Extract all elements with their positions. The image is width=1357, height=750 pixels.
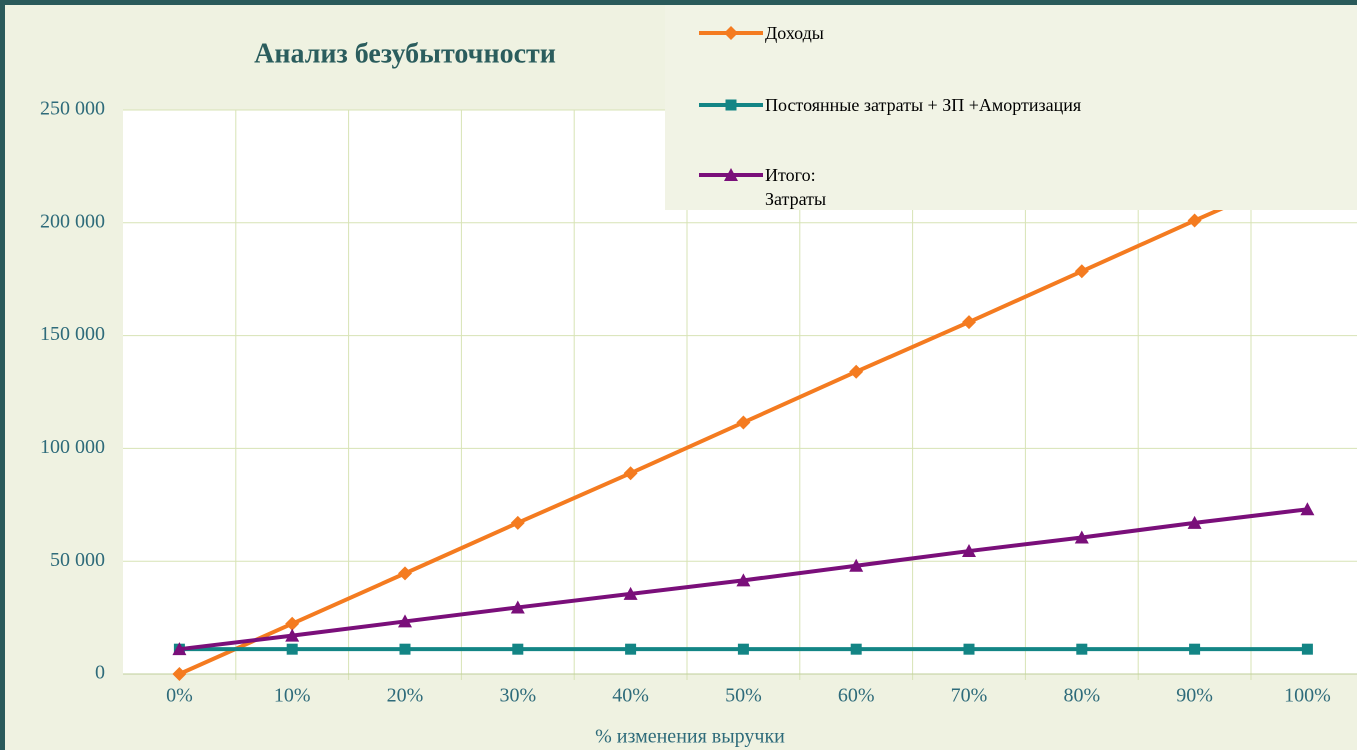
marker [849,558,864,572]
marker [849,364,864,379]
marker [399,643,411,655]
marker [512,643,524,655]
marker [1301,643,1313,655]
marker [725,99,737,111]
y-tick-label: 50 000 [50,549,105,571]
y-tick-label: 250 000 [40,98,105,120]
marker [850,643,862,655]
series [172,502,1315,656]
marker [962,315,976,330]
marker [736,573,751,587]
marker [398,566,412,581]
x-tick-label: 90% [1176,685,1213,707]
marker [963,643,975,655]
marker [285,628,300,642]
marker [1300,502,1315,516]
x-tick-label: 30% [499,685,536,707]
marker [172,642,187,656]
marker [623,586,638,600]
legend-label: Доходы [765,23,824,43]
x-tick-label: 40% [612,685,649,707]
x-tick-label: 10% [274,685,311,707]
marker [1076,643,1088,655]
x-tick-label: 50% [725,685,762,707]
y-tick-label: 100 000 [40,436,105,458]
marker [623,466,638,481]
marker [286,643,298,655]
x-axis-title: % изменения выручки [595,726,785,748]
legend-swatch [699,26,763,40]
y-tick-label: 150 000 [40,323,105,345]
x-tick-label: 0% [166,685,193,707]
marker [737,643,749,655]
marker [398,614,412,628]
legend-swatch [699,99,763,111]
x-tick-label: 100% [1284,685,1331,707]
marker [510,515,525,530]
marker [1187,515,1202,529]
marker [1074,264,1089,279]
y-tick-label: 0 [95,662,105,684]
legend-label: Постоянные затраты + ЗП +Амортизация [765,95,1082,115]
marker [285,616,300,631]
marker [962,544,976,558]
legend-label: Итого: Затраты [765,165,827,209]
marker [1187,213,1202,228]
x-tick-label: 20% [387,685,424,707]
marker [172,667,187,681]
x-tick-label: 70% [951,685,988,707]
x-tick-label: 80% [1063,685,1100,707]
marker [625,643,637,655]
marker [510,600,525,614]
x-tick-label: 60% [838,685,875,707]
marker [724,26,738,40]
legend-swatch [699,168,763,181]
y-tick-label: 200 000 [40,210,105,232]
marker [724,168,738,181]
marker [1189,643,1201,655]
marker [1074,530,1089,544]
legend: Доходы Постоянные затраты + ЗП +Амортизац… [665,5,1357,210]
marker [736,415,751,430]
chart-title: Анализ безубыточности [254,38,556,69]
